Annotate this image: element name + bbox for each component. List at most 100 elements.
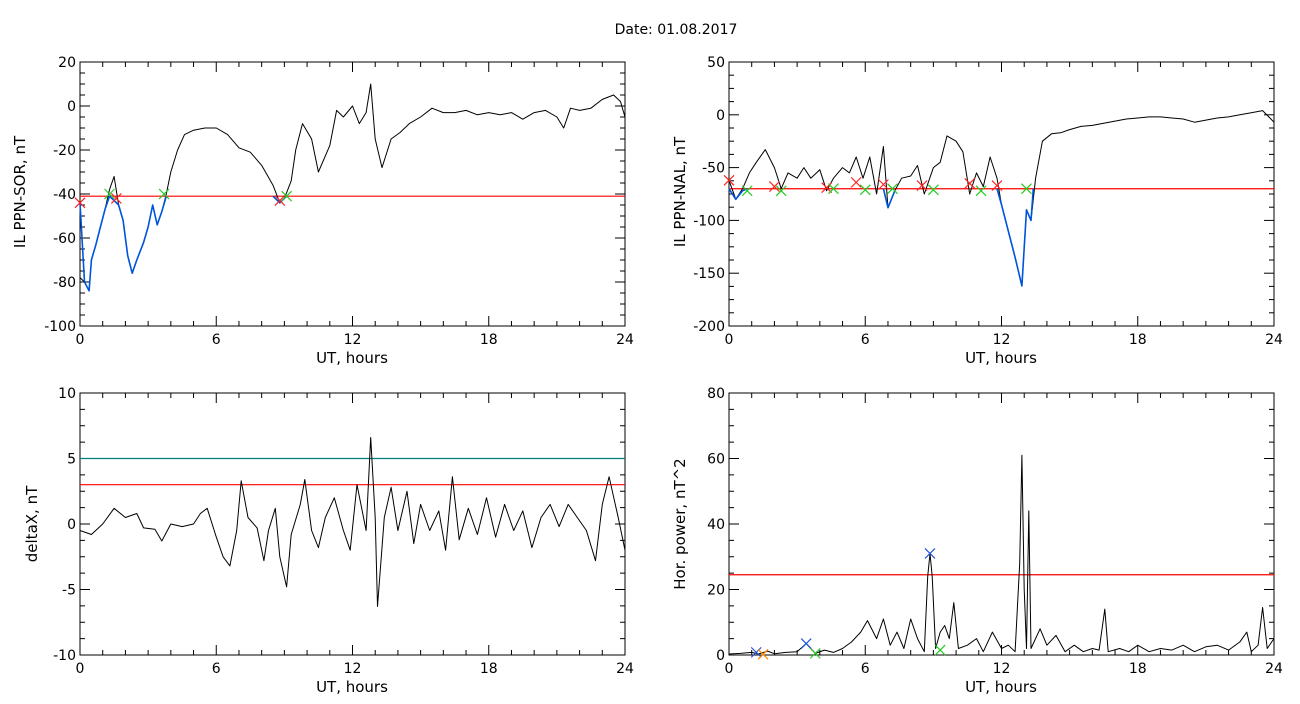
panel-sor-ytick-label: 0 bbox=[67, 99, 76, 115]
panel-sor-marker bbox=[281, 190, 293, 202]
panel-power-marker bbox=[809, 647, 821, 659]
panel-sor-xtick-label: 0 bbox=[76, 332, 85, 348]
panel-power-ytick-label: 0 bbox=[716, 648, 725, 664]
panel-deltax-xtick-label: 18 bbox=[480, 661, 498, 677]
panel-nal-marker bbox=[1021, 183, 1032, 195]
panel-power-xtick-label: 0 bbox=[725, 661, 734, 677]
panel-power-marker bbox=[934, 644, 946, 656]
panel-nal-xtick-label: 6 bbox=[861, 332, 870, 348]
panel-nal-marker bbox=[821, 182, 833, 194]
panel-nal-marker bbox=[964, 178, 976, 189]
panel-sor-series-line bbox=[79, 83, 626, 292]
panel-nal-marker bbox=[768, 181, 780, 193]
panel-nal: 0 6 12 18 24 50 0 -50 -100 -150 -200 UT, hours IL … bbox=[671, 55, 1283, 367]
panel-nal-marker bbox=[877, 179, 889, 190]
panel-nal-xtick-label: 18 bbox=[1129, 332, 1147, 348]
panel-power-marker bbox=[750, 646, 762, 658]
panel-nal-marker bbox=[828, 183, 839, 195]
panel-power-marker bbox=[757, 648, 769, 660]
panel-deltax-ytick-label: 0 bbox=[67, 517, 76, 533]
panel-power-marker bbox=[800, 638, 812, 649]
panel-sor-xtick-label: 24 bbox=[616, 332, 634, 348]
panel-sor-xtick-label: 6 bbox=[212, 332, 221, 348]
panel-sor-ytick-label: -20 bbox=[53, 143, 76, 159]
panel-nal-series-line bbox=[996, 188, 1035, 287]
panel-power-xlabel: UT, hours bbox=[965, 678, 1037, 696]
panel-nal-ylabel: IL PPN-NAL, nT bbox=[671, 136, 689, 247]
panel-deltax-xlabel: UT, hours bbox=[316, 678, 388, 696]
panel-power-ytick-label: 20 bbox=[707, 583, 725, 599]
panel-nal-ytick-label: -100 bbox=[693, 213, 725, 229]
panel-power-frame bbox=[728, 392, 1275, 656]
panel-sor-marker bbox=[104, 188, 115, 200]
panel-nal-ytick-label: -200 bbox=[693, 319, 725, 335]
panel-nal-plot: 0 6 12 18 24 50 0 -50 -100 -150 -200 bbox=[693, 55, 1283, 348]
panel-nal-series-line bbox=[882, 188, 896, 209]
panel-sor: 0 6 12 18 24 20 0 -20 -40 -60 -80 -100 UT, hours IL… bbox=[11, 55, 634, 367]
panel-deltax-series-line bbox=[79, 437, 626, 607]
panel-deltax-ytick-label: -5 bbox=[62, 583, 76, 599]
panel-sor-ytick-label: -40 bbox=[53, 187, 76, 203]
panel-sor-marker bbox=[158, 188, 170, 200]
panel-nal-marker bbox=[741, 185, 753, 197]
panel-sor-plot: 0 6 12 18 24 20 0 -20 -40 -60 -80 -100 bbox=[44, 55, 634, 348]
panel-deltax-plot: 0 6 12 18 24 10 5 0 -5 -10 bbox=[53, 386, 634, 677]
panel-power-ytick-label: 40 bbox=[707, 517, 725, 533]
panel-power-ylabel: Hor. power, nT^2 bbox=[671, 458, 689, 589]
panel-nal-frame bbox=[728, 61, 1275, 327]
panel-power-xtick-label: 6 bbox=[861, 661, 870, 677]
panel-nal-ytick-label: -50 bbox=[702, 161, 725, 177]
panel-nal-xtick-label: 12 bbox=[993, 332, 1011, 348]
panel-deltax-ylabel: deltaX, nT bbox=[23, 485, 41, 562]
panel-nal-xtick-label: 24 bbox=[1265, 332, 1283, 348]
panel-sor-frame bbox=[79, 61, 626, 327]
panel-nal-marker bbox=[723, 174, 735, 186]
panel-power-xtick-label: 18 bbox=[1129, 661, 1147, 677]
panel-sor-marker bbox=[74, 197, 86, 209]
panel-nal-ytick-label: 0 bbox=[716, 108, 725, 124]
panel-power-ytick-label: 80 bbox=[707, 386, 725, 402]
panel-sor-series-line bbox=[79, 195, 168, 292]
panel-deltax-ytick-label: 10 bbox=[58, 386, 76, 402]
panel-nal-marker bbox=[887, 183, 898, 195]
panel-deltax-xtick-label: 0 bbox=[76, 661, 85, 677]
panel-deltax-ytick-label: 5 bbox=[67, 452, 76, 468]
figure-title: Date: 01.08.2017 bbox=[615, 22, 738, 38]
panel-nal-xlabel: UT, hours bbox=[965, 349, 1037, 367]
panel-power-marker bbox=[924, 548, 936, 559]
panel-nal-series-line bbox=[728, 187, 748, 201]
panel-nal-marker bbox=[927, 184, 939, 196]
panel-power-series-line bbox=[728, 454, 1275, 655]
panel-deltax-xtick-label: 12 bbox=[344, 661, 362, 677]
panel-sor-ytick-label: -100 bbox=[44, 319, 76, 335]
panel-nal-marker bbox=[859, 184, 871, 196]
panel-sor-xtick-label: 18 bbox=[480, 332, 498, 348]
panel-nal-marker bbox=[991, 180, 1003, 191]
panel-sor-marker bbox=[110, 192, 122, 204]
panel-deltax-xtick-label: 6 bbox=[212, 661, 221, 677]
panel-deltax-ytick-label: -10 bbox=[53, 648, 76, 664]
panel-sor-ytick-label: 20 bbox=[58, 55, 76, 71]
panel-sor-ylabel: IL PPN-SOR, nT bbox=[11, 135, 29, 248]
panel-nal-series-line bbox=[728, 110, 1275, 287]
panel-sor-xlabel: UT, hours bbox=[316, 349, 388, 367]
panel-deltax: 0 6 12 18 24 10 5 0 -5 -10 UT, hours deltaX, nT bbox=[23, 386, 634, 696]
panel-power-xtick-label: 24 bbox=[1265, 661, 1283, 677]
panel-sor-ytick-label: -80 bbox=[53, 275, 76, 291]
panel-power-xtick-label: 12 bbox=[993, 661, 1011, 677]
panel-deltax-xtick-label: 24 bbox=[616, 661, 634, 677]
panel-sor-xtick-label: 12 bbox=[344, 332, 362, 348]
panel-nal-marker bbox=[975, 185, 987, 197]
panel-sor-series-line bbox=[272, 195, 288, 204]
panel-nal-marker bbox=[775, 185, 787, 197]
panel-sor-marker bbox=[274, 195, 286, 207]
panel-power-ytick-label: 60 bbox=[707, 452, 725, 468]
panel-nal-marker bbox=[916, 180, 928, 191]
panel-nal-ytick-label: -150 bbox=[693, 266, 725, 282]
panel-sor-ytick-label: -60 bbox=[53, 231, 76, 247]
panel-power: 0 6 12 18 24 80 60 40 20 0 UT, hours Hor. power, … bbox=[671, 386, 1283, 696]
panel-nal-marker bbox=[850, 176, 862, 188]
panel-power-plot: 0 6 12 18 24 80 60 40 20 0 bbox=[707, 386, 1283, 677]
